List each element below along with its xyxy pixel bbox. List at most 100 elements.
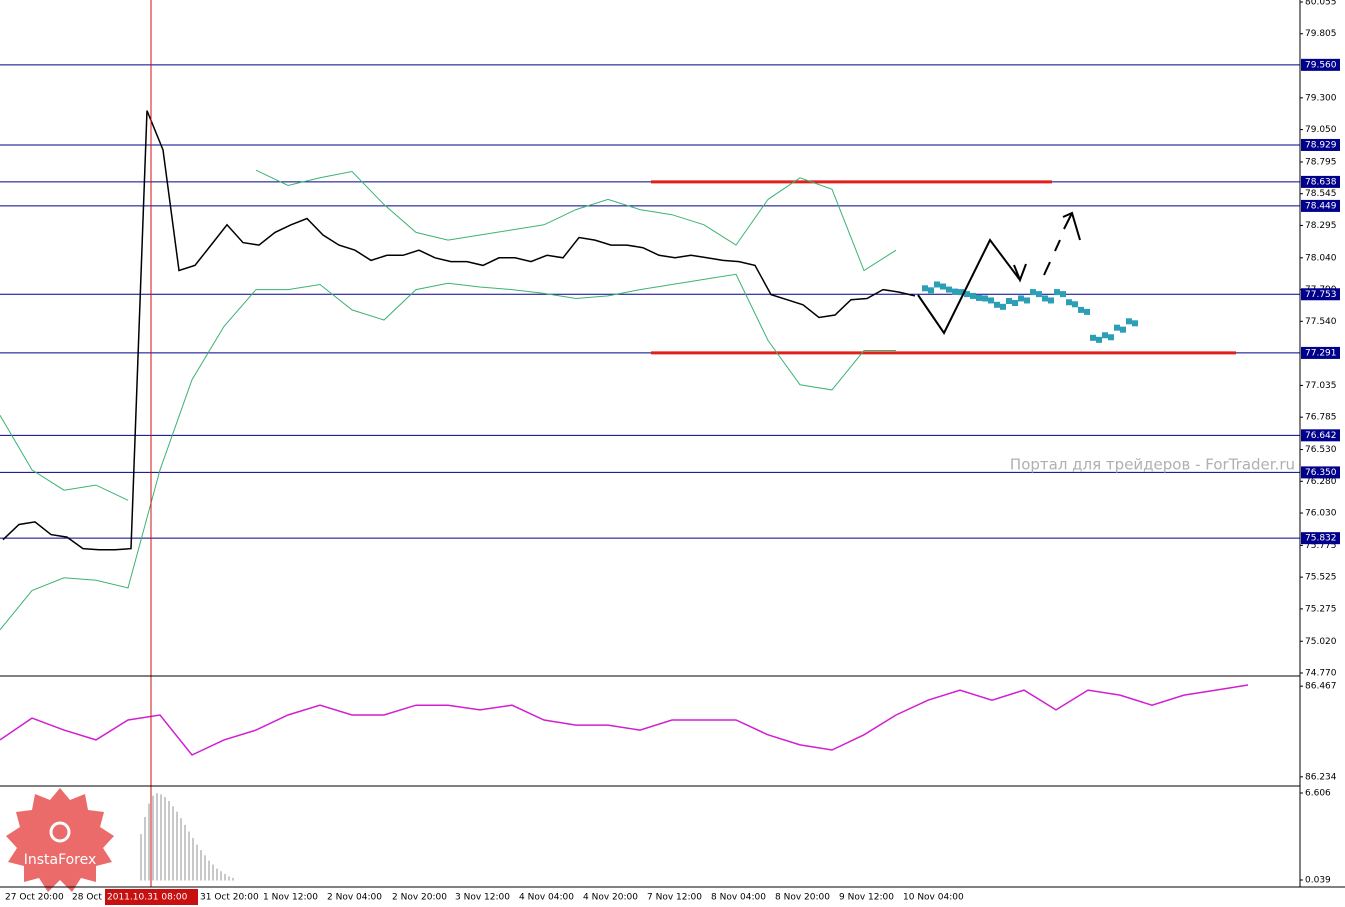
forecast-bar	[946, 286, 952, 293]
level-label-box	[1301, 466, 1340, 479]
volume-bar	[212, 864, 214, 881]
level-label-box	[1301, 346, 1340, 359]
forecast-bar	[1084, 308, 1090, 315]
y-tick-label: 75.275	[1305, 604, 1337, 614]
level-label-box	[1301, 288, 1340, 301]
x-tick-label: 3 Nov 12:00	[455, 893, 510, 903]
volume-bar	[220, 871, 222, 881]
forecast-bar	[1024, 297, 1030, 304]
volume-bar	[148, 803, 150, 881]
y-tick-label: 0.039	[1305, 875, 1331, 885]
y-tick-label: 76.785	[1305, 413, 1337, 423]
level-label: 76.642	[1305, 431, 1337, 441]
plot	[0, 64, 1300, 881]
level-label-box	[1301, 138, 1340, 151]
x-tick-label: 28 Oct	[72, 893, 102, 903]
logo: InstaForex	[6, 788, 114, 892]
level-label: 75.832	[1305, 534, 1337, 544]
forecast-bar	[1102, 332, 1108, 339]
volume-bar	[204, 855, 206, 881]
forecast-bar	[1066, 299, 1072, 306]
forecast-bar	[1060, 291, 1066, 298]
level-label: 77.753	[1305, 290, 1337, 300]
forecast-bar	[988, 297, 994, 304]
level-label: 78.638	[1305, 177, 1337, 187]
volume-bar	[176, 811, 178, 881]
forecast-bar	[1108, 334, 1114, 341]
level-label: 77.291	[1305, 348, 1337, 358]
forecast-bar	[1048, 297, 1054, 304]
forecast-bar	[922, 285, 928, 292]
series-line	[2, 110, 916, 551]
forecast-bar	[1000, 303, 1006, 310]
forecast-bar	[970, 292, 976, 299]
forecast-bar	[964, 291, 970, 298]
forecast-bar	[1126, 318, 1132, 325]
forecast-bar	[982, 295, 988, 302]
forecast-bar	[994, 301, 1000, 308]
volume-bar	[152, 795, 154, 881]
series-line	[0, 169, 897, 501]
level-label: 78.449	[1305, 201, 1337, 211]
volume-bar	[180, 818, 182, 881]
forecast-bar	[1078, 306, 1084, 313]
y-tick-label: 86.467	[1305, 682, 1337, 692]
level-label-box	[1301, 175, 1340, 188]
x-tick-label: 8 Nov 04:00	[711, 893, 766, 903]
forecast-bar	[1030, 289, 1036, 296]
x-tick-label: 9 Nov 12:00	[839, 893, 894, 903]
series-line	[0, 684, 1249, 756]
forecast-bar	[958, 289, 964, 296]
x-tick-label: 7 Nov 12:00	[647, 893, 702, 903]
series-line	[0, 273, 896, 631]
volume-bar	[188, 831, 190, 881]
volume-bar	[200, 850, 202, 881]
forecast-bar	[1096, 336, 1102, 343]
volume-bar	[184, 824, 186, 881]
y-tick-label: 78.040	[1305, 253, 1337, 263]
y-tick-label: 76.030	[1305, 509, 1337, 519]
y-tick-label: 76.530	[1305, 445, 1337, 455]
level-label-box	[1301, 58, 1340, 71]
volume-bar	[232, 877, 234, 881]
forecast-bar	[1036, 291, 1042, 298]
y-tick-label: 79.805	[1305, 29, 1337, 39]
forecast-bar	[1018, 295, 1024, 302]
y-tick-label: 79.050	[1305, 125, 1337, 135]
volume-bar	[156, 793, 158, 881]
y-tick-label: 80.055	[1305, 0, 1337, 8]
level-label-box	[1301, 429, 1340, 442]
forecast-bar	[1090, 334, 1096, 341]
volume-bar	[192, 838, 194, 881]
volume-bar	[168, 801, 170, 881]
y-tick-label: 77.540	[1305, 317, 1337, 327]
x-tick-label: 31 Oct 20:00	[200, 893, 259, 903]
y-tick-label: 75.525	[1305, 573, 1337, 583]
forecast-bar	[1054, 289, 1060, 296]
forecast-bar	[1120, 326, 1126, 333]
volume-bar	[228, 876, 230, 881]
x-tick-label: 27 Oct 20:00	[5, 893, 64, 903]
y-tick-label: 78.295	[1305, 221, 1337, 231]
y-tick-label: 76.280	[1305, 477, 1337, 487]
level-label: 78.929	[1305, 140, 1337, 150]
y-tick-label: 78.545	[1305, 189, 1337, 199]
level-label: 76.350	[1305, 468, 1337, 478]
y-tick-label: 78.795	[1305, 157, 1337, 167]
x-label-highlight	[105, 889, 198, 905]
x-tick-label: 2011.10.31 08:00	[107, 893, 188, 903]
y-tick-label: 77.035	[1305, 381, 1337, 391]
forecast-bar	[934, 281, 940, 288]
forecast-arrow	[917, 238, 1027, 335]
forecast-bar	[976, 294, 982, 301]
volume-bar	[208, 860, 210, 881]
y-tick-label: 86.234	[1305, 772, 1337, 782]
y-tick-label: 6.606	[1305, 789, 1331, 799]
volume-bar	[196, 844, 198, 881]
volume-bar	[144, 816, 146, 881]
y-tick-label: 75.020	[1305, 637, 1337, 647]
volume-bar	[216, 868, 218, 881]
x-tick-label: 8 Nov 20:00	[775, 893, 830, 903]
